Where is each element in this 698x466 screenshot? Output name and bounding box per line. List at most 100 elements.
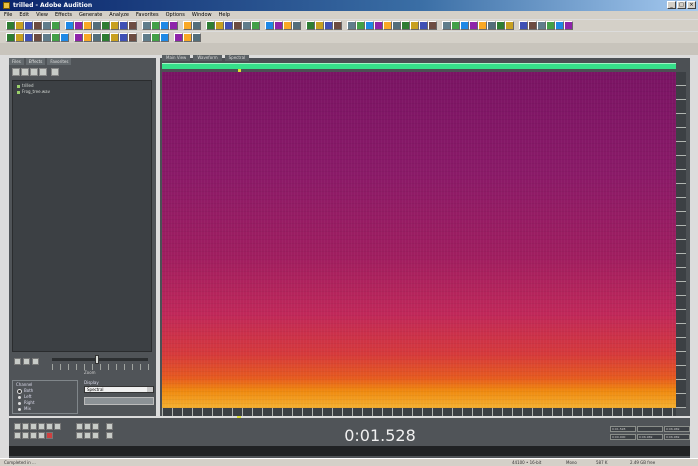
toolbar-button-icon[interactable] bbox=[6, 21, 15, 30]
import-icon[interactable] bbox=[21, 68, 29, 76]
toolbar-button-icon[interactable] bbox=[496, 21, 505, 30]
toolbar-button-icon[interactable] bbox=[392, 21, 401, 30]
toolbar-button-icon[interactable] bbox=[487, 21, 496, 30]
zoom-in-horizontal-icon[interactable] bbox=[76, 423, 83, 430]
menu-favorites[interactable]: Favorites bbox=[136, 12, 159, 18]
selection-begin-field[interactable]: 0:01.528 bbox=[610, 426, 636, 432]
toolbar-button-icon[interactable] bbox=[119, 21, 128, 30]
zoom-out-horizontal-icon[interactable] bbox=[84, 423, 91, 430]
toolbar-button-icon[interactable] bbox=[101, 21, 110, 30]
channel-option-left[interactable]: Left bbox=[13, 394, 77, 400]
tab-effects[interactable]: Effects bbox=[25, 58, 46, 65]
spectral-display[interactable] bbox=[162, 72, 676, 408]
toolbar-button-icon[interactable] bbox=[101, 33, 110, 42]
toolbar-button-icon[interactable] bbox=[33, 33, 42, 42]
toolbar-button-icon[interactable] bbox=[160, 33, 169, 42]
channel-option-right[interactable]: Right bbox=[13, 400, 77, 406]
play-file-icon[interactable] bbox=[51, 68, 59, 76]
toolbar-button-icon[interactable] bbox=[333, 21, 342, 30]
toolbar-button-icon[interactable] bbox=[192, 21, 201, 30]
zoom-slider[interactable] bbox=[52, 358, 148, 361]
toolbar-button-icon[interactable] bbox=[142, 21, 151, 30]
mini-loop-icon[interactable] bbox=[23, 358, 30, 365]
list-item[interactable]: Frog_tree.wav bbox=[17, 89, 147, 95]
rewind-icon[interactable] bbox=[22, 432, 29, 439]
toolbar-button-icon[interactable] bbox=[324, 21, 333, 30]
toolbar-button-icon[interactable] bbox=[74, 33, 83, 42]
open-file-icon[interactable] bbox=[12, 68, 20, 76]
tab-files[interactable]: Files bbox=[9, 58, 24, 65]
mini-autoplay-icon[interactable] bbox=[32, 358, 39, 365]
channel-option-mix[interactable]: Mix bbox=[13, 406, 77, 412]
maximize-button[interactable]: □ bbox=[677, 1, 686, 9]
insert-icon[interactable] bbox=[39, 68, 47, 76]
toolbar-button-icon[interactable] bbox=[128, 21, 137, 30]
toolbar-button-icon[interactable] bbox=[183, 21, 192, 30]
toolbar-button-icon[interactable] bbox=[460, 21, 469, 30]
toolbar-button-icon[interactable] bbox=[274, 21, 283, 30]
toolbar-button-icon[interactable] bbox=[419, 21, 428, 30]
zoom-right-icon[interactable] bbox=[92, 432, 99, 439]
toolbar-button-icon[interactable] bbox=[215, 21, 224, 30]
toolbar-button-icon[interactable] bbox=[306, 21, 315, 30]
toolbar-button-icon[interactable] bbox=[469, 21, 478, 30]
toolbar-button-icon[interactable] bbox=[83, 33, 92, 42]
toolbar-button-icon[interactable] bbox=[451, 21, 460, 30]
close-file-icon[interactable] bbox=[30, 68, 38, 76]
toolbar-button-icon[interactable] bbox=[183, 33, 192, 42]
toolbar-button-icon[interactable] bbox=[206, 21, 215, 30]
toolbar-button-icon[interactable] bbox=[292, 21, 301, 30]
toolbar-button-icon[interactable] bbox=[15, 21, 24, 30]
display-select[interactable]: Spectral bbox=[84, 386, 154, 393]
tab-main-view[interactable]: Main View bbox=[162, 55, 191, 61]
pause-icon[interactable] bbox=[30, 423, 37, 430]
zoom-out-vertical-icon[interactable] bbox=[106, 432, 113, 439]
overview-bar[interactable] bbox=[162, 63, 676, 69]
toolbar-button-icon[interactable] bbox=[410, 21, 419, 30]
toolbar-button-icon[interactable] bbox=[42, 33, 51, 42]
playhead-marker-top[interactable] bbox=[238, 69, 241, 72]
view-begin-field[interactable]: 0:00.000 bbox=[610, 434, 636, 440]
toolbar-button-icon[interactable] bbox=[283, 21, 292, 30]
skip-icon[interactable] bbox=[54, 423, 61, 430]
selection-length-field[interactable]: 0:06.969 bbox=[664, 426, 690, 432]
tab-favorites[interactable]: Favorites bbox=[47, 58, 72, 65]
menu-view[interactable]: View bbox=[36, 12, 48, 18]
tab-spectral[interactable]: Spectral bbox=[224, 55, 250, 61]
toolbar-button-icon[interactable] bbox=[51, 33, 60, 42]
toolbar-button-icon[interactable] bbox=[315, 21, 324, 30]
toolbar-button-icon[interactable] bbox=[251, 21, 260, 30]
record-icon[interactable] bbox=[46, 432, 53, 439]
toolbar-button-icon[interactable] bbox=[169, 21, 178, 30]
toolbar-button-icon[interactable] bbox=[74, 21, 83, 30]
view-length-field[interactable]: 0:06.969 bbox=[664, 434, 690, 440]
toolbar-button-icon[interactable] bbox=[347, 21, 356, 30]
stop-icon[interactable] bbox=[14, 423, 21, 430]
toolbar-button-icon[interactable] bbox=[233, 21, 242, 30]
menu-window[interactable]: Window bbox=[191, 12, 212, 18]
menu-help[interactable]: Help bbox=[218, 12, 231, 18]
toolbar-button-icon[interactable] bbox=[356, 21, 365, 30]
playhead-marker-bottom[interactable] bbox=[237, 416, 241, 419]
go-to-end-icon[interactable] bbox=[38, 432, 45, 439]
minimize-button[interactable]: _ bbox=[667, 1, 676, 9]
toolbar-button-icon[interactable] bbox=[151, 21, 160, 30]
time-ruler[interactable] bbox=[162, 408, 676, 416]
toolbar-button-icon[interactable] bbox=[224, 21, 233, 30]
toolbar-button-icon[interactable] bbox=[478, 21, 487, 30]
go-to-start-icon[interactable] bbox=[14, 432, 21, 439]
menu-analyze[interactable]: Analyze bbox=[109, 12, 129, 18]
play-icon[interactable] bbox=[22, 423, 29, 430]
toolbar-button-icon[interactable] bbox=[519, 21, 528, 30]
toolbar-button-icon[interactable] bbox=[33, 21, 42, 30]
toolbar-button-icon[interactable] bbox=[51, 21, 60, 30]
mini-play-icon[interactable] bbox=[14, 358, 21, 365]
zoom-selection-icon[interactable] bbox=[76, 432, 83, 439]
toolbar-button-icon[interactable] bbox=[242, 21, 251, 30]
toolbar-button-icon[interactable] bbox=[546, 21, 555, 30]
toolbar-button-icon[interactable] bbox=[128, 33, 137, 42]
play-from-cursor-icon[interactable] bbox=[38, 423, 45, 430]
display-options-button[interactable] bbox=[84, 397, 154, 405]
fast-forward-icon[interactable] bbox=[30, 432, 37, 439]
toolbar-button-icon[interactable] bbox=[15, 33, 24, 42]
